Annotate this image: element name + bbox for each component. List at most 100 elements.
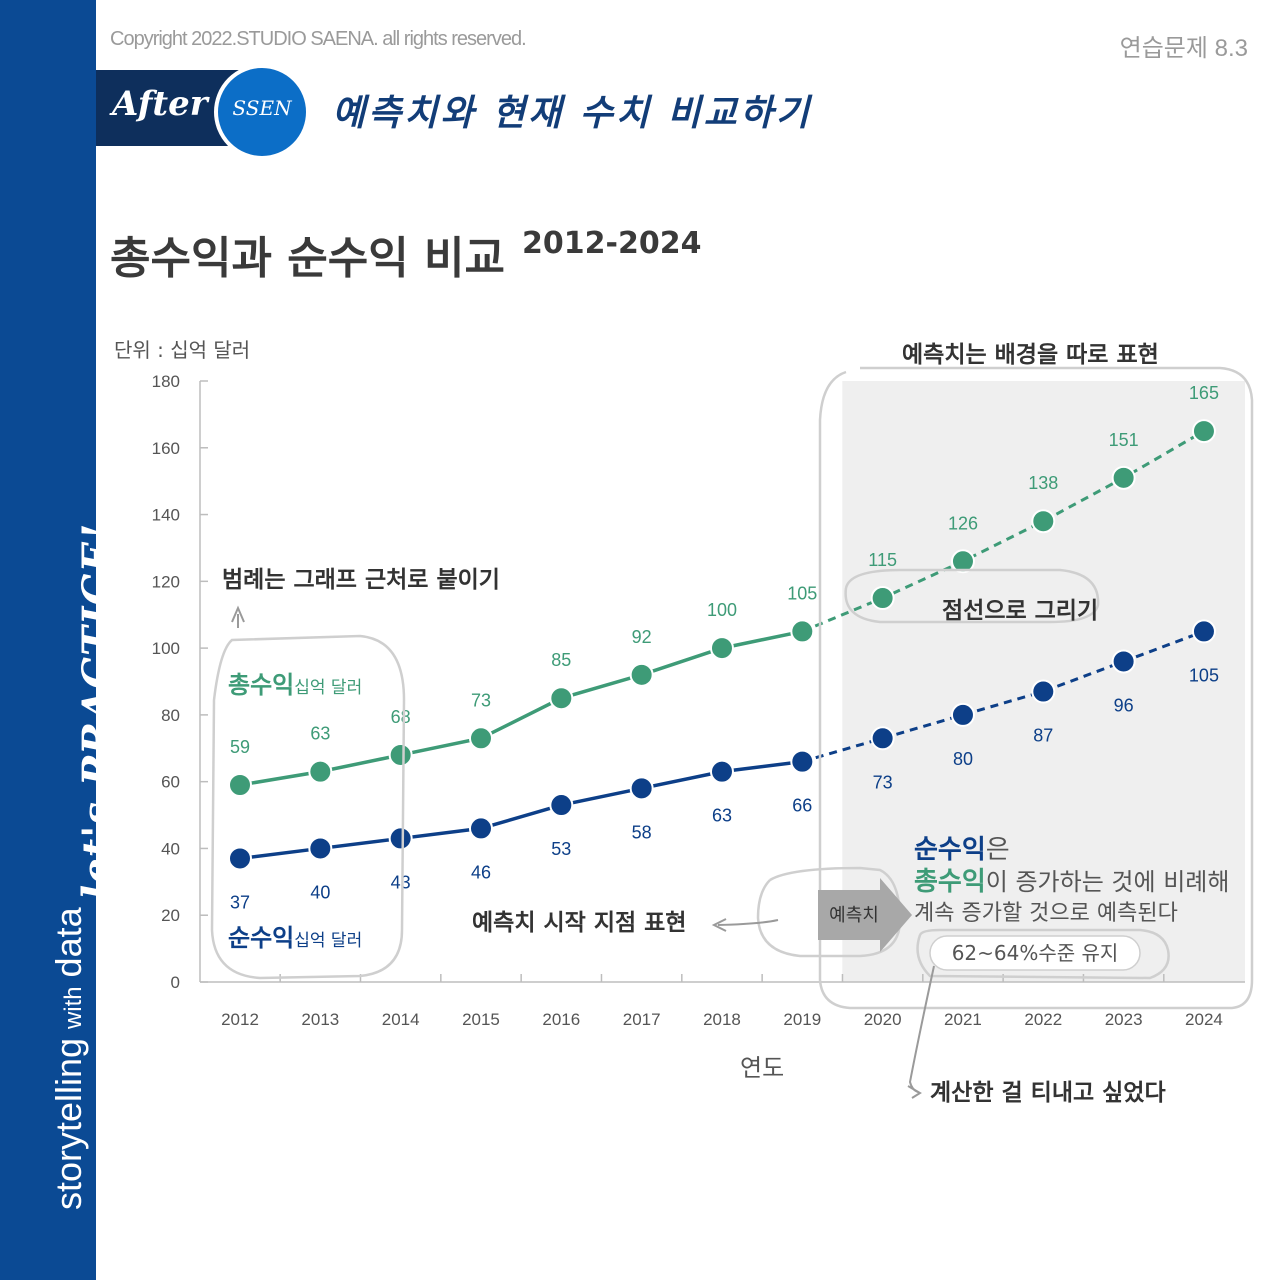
y-tick-label: 60 [161,773,180,792]
forecast-tag-arrow [818,878,912,952]
data-label: 68 [391,707,411,727]
copyright-text: Copyright 2022.STUDIO SAENA. all rights … [110,28,527,50]
note-line-1: 순수익은 [914,835,1010,865]
forecast-sketch-outline [818,366,1254,1010]
x-tick-label: 2012 [221,1010,259,1029]
x-tick-label: 2014 [382,1010,420,1029]
x-tick-label: 2017 [623,1010,661,1029]
data-label: 105 [1189,665,1219,685]
data-label: 66 [792,796,812,816]
data-point [549,793,574,818]
data-point [228,846,252,871]
data-label: 37 [230,892,250,912]
series-line-gross [239,629,803,787]
data-label: 80 [953,749,973,769]
legend-gross: 총수익십억 달러 [228,671,362,699]
sidebar [0,0,96,1280]
data-label: 126 [948,513,978,533]
data-label: 73 [873,772,893,792]
badge-word: SSEN [232,96,292,120]
data-point [709,636,734,661]
data-label: 59 [230,737,250,757]
chart-years: 2012-2024 [522,226,702,261]
x-tick-label: 2024 [1185,1010,1223,1029]
y-tick-label: 80 [161,706,180,725]
legend-net: 순수익십억 달러 [228,924,362,952]
data-point [388,826,413,851]
arrow-down-icon [907,1085,922,1099]
subtitle: 예측치와 현재 수치 비교하기 [332,93,813,134]
arrow-up-icon [231,605,245,623]
data-point [950,702,975,727]
data-label: 151 [1109,430,1139,450]
y-tick-label: 20 [161,906,180,925]
data-label: 96 [1114,695,1134,715]
start-sketch-outline [756,866,902,958]
data-label: 63 [310,724,330,744]
data-point [870,726,895,751]
data-point [1111,649,1136,674]
badge-circle [214,64,310,160]
data-label: 100 [707,600,737,620]
arrow-left-line [717,919,779,926]
note-line-2: 총수익이 증가하는 것에 비례해 [914,867,1229,897]
x-tick-label: 2022 [1024,1010,1062,1029]
data-label: 43 [391,872,411,892]
x-tick-label: 2023 [1105,1010,1143,1029]
data-point [228,773,252,798]
data-point [950,549,975,574]
annotation-legend-near: 범례는 그래프 근처로 붙이기 [222,567,500,593]
data-label: 105 [787,583,817,603]
data-point [629,776,654,801]
y-tick-label: 140 [152,506,180,525]
series-line-net [239,759,803,861]
unit-label: 단위 : 십억 달러 [114,338,251,362]
note-pill [929,935,1141,971]
chart-title: 총수익과 순수익 비교 [110,233,505,284]
data-label: 46 [471,862,491,882]
dotted-sketch-outline [844,568,1100,624]
x-tick-label: 2013 [301,1010,339,1029]
data-label: 115 [868,550,897,570]
annotation-start-point: 예측치 시작 지점 표현 [472,910,686,936]
x-tick-label: 2018 [703,1010,741,1029]
data-point [790,619,815,644]
exercise-number: 연습문제 8.3 [1119,35,1248,62]
data-point [308,836,333,861]
data-point [790,749,815,774]
data-label: 92 [632,627,652,647]
y-tick-label: 120 [152,572,180,591]
x-tick-label: 2019 [783,1010,821,1029]
legend-sketch-outline [210,634,406,980]
arrow-down-line [908,965,935,1093]
data-label: 53 [551,839,571,859]
data-label: 165 [1189,383,1219,403]
y-tick-label: 180 [152,372,180,391]
data-point [468,816,493,841]
data-label: 40 [310,882,330,902]
note-pill-text: 62~64%수준 유지 [952,941,1119,965]
banner-word: After [112,84,208,124]
forecast-tag-label: 예측치 [829,905,879,926]
data-label: 63 [712,806,732,826]
note-line-3: 계속 증가할 것으로 예측된다 [914,901,1178,926]
x-tick-label: 2020 [864,1010,902,1029]
y-tick-label: 100 [152,639,180,658]
x-tick-label: 2016 [542,1010,580,1029]
data-point [709,759,734,784]
data-label: 138 [1028,473,1058,493]
data-point [1031,679,1056,704]
y-tick-label: 160 [152,439,180,458]
data-label: 73 [471,690,491,710]
series-forecast-line-net [801,630,1205,764]
data-point [1191,619,1216,644]
data-point [468,726,493,751]
annotation-forecast-bg: 예측치는 배경을 따로 표현 [902,342,1159,368]
data-point [1111,465,1136,490]
x-tick-label: 2015 [462,1010,500,1029]
data-point [1191,419,1216,444]
data-label: 87 [1033,726,1053,746]
y-tick-label: 0 [171,973,180,992]
data-point [1031,509,1056,534]
x-tick-label: 2021 [944,1010,982,1029]
